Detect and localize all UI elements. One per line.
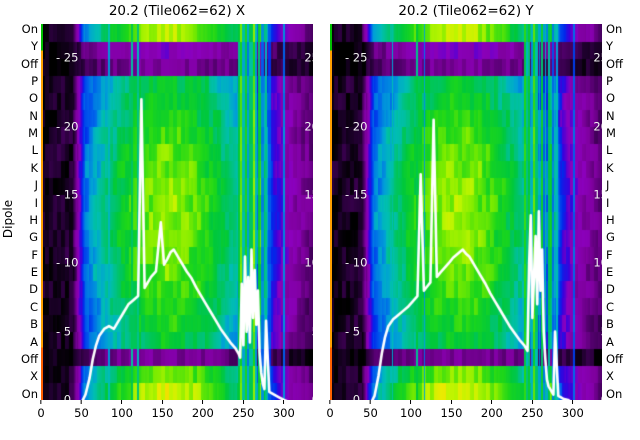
x-tick-150: 150 [151, 400, 173, 420]
x-tick-200: 200 [481, 400, 503, 420]
x-tick-100: 100 [111, 400, 133, 420]
x-tick-label: 50 [363, 406, 378, 420]
categorical-tick-j-9: J [606, 178, 610, 193]
categorical-tick-on-21: On [606, 386, 623, 401]
categorical-tick-on-0: On [606, 21, 623, 36]
categorical-tick-p-3: P [31, 73, 38, 88]
categorical-tick-m-6: M [606, 126, 616, 140]
x-tick-mark [329, 400, 331, 404]
categorical-tick-a-18: A [606, 334, 614, 349]
categorical-tick-off-2: Off [606, 56, 623, 71]
x-tick-label: 150 [440, 406, 463, 420]
heatmap-canvas-y [330, 24, 602, 400]
categorical-tick-h-11: H [29, 212, 38, 227]
panel-title-x: 20.2 (Tile062=62) X [108, 3, 246, 19]
categorical-tick-j-9: J [34, 178, 38, 193]
x-tick-label: 0 [326, 406, 334, 420]
categorical-tick-y-1: Y [606, 39, 614, 54]
categorical-tick-on-0: On [21, 21, 38, 36]
x-tick-300: 300 [562, 400, 584, 420]
x-tick-label: 150 [151, 406, 174, 420]
x-tick-mark [242, 400, 244, 404]
x-tick-label: 200 [480, 406, 503, 420]
categorical-tick-o-4: O [606, 91, 616, 106]
categorical-tick-h-11: H [606, 212, 615, 227]
categorical-axis-right: On Y Off P O N M L K J I H G F E D C B A Off X On [606, 21, 640, 401]
categorical-tick-c-16: C [606, 299, 615, 314]
categorical-tick-g-12: G [29, 230, 38, 245]
x-tick-0: 0 [37, 400, 45, 420]
x-tick-label: 250 [521, 406, 544, 420]
categorical-tick-d-15: D [606, 282, 615, 297]
x-tick-label: 100 [110, 406, 133, 420]
categorical-tick-c-16: C [29, 299, 38, 314]
x-tick-label: 50 [74, 406, 89, 420]
categorical-tick-f-13: F [31, 247, 38, 262]
panel-title-y: 20.2 (Tile062=62) Y [398, 3, 534, 19]
categorical-tick-on-21: On [21, 386, 38, 401]
categorical-tick-i-10: I [606, 195, 610, 210]
categorical-tick-b-17: B [606, 317, 614, 332]
panel-spine-y [330, 24, 332, 400]
categorical-tick-e-14: E [30, 265, 38, 279]
categorical-tick-x-20: X [606, 369, 614, 384]
x-tick-0: 0 [326, 400, 334, 420]
x-tick-100: 100 [400, 400, 422, 420]
categorical-tick-o-4: O [28, 91, 38, 106]
x-tick-mark [40, 400, 42, 404]
x-tick-mark [491, 400, 493, 404]
x-tick-250: 250 [521, 400, 543, 420]
categorical-tick-e-14: E [606, 265, 614, 279]
x-tick-mark [572, 400, 574, 404]
categorical-tick-d-15: D [29, 282, 38, 297]
categorical-tick-b-17: B [30, 317, 38, 332]
y-axis-label: Dipole [1, 199, 15, 239]
x-tick-mark [202, 400, 204, 404]
x-tick-label: 300 [272, 406, 295, 420]
x-tick-mark [161, 400, 163, 404]
x-tick-mark [283, 400, 285, 404]
categorical-tick-off-19: Off [606, 351, 623, 366]
x-tick-50: 50 [74, 400, 89, 420]
categorical-tick-n-5: N [606, 108, 615, 123]
x-tick-mark [121, 400, 123, 404]
categorical-tick-x-20: X [30, 369, 38, 384]
categorical-tick-p-3: P [606, 73, 613, 88]
x-tick-label: 0 [37, 406, 45, 420]
x-tick-mark [410, 400, 412, 404]
categorical-tick-off-19: Off [21, 351, 38, 366]
categorical-tick-off-2: Off [21, 56, 38, 71]
x-tick-mark [531, 400, 533, 404]
categorical-tick-k-8: K [606, 160, 614, 175]
x-axis-panel-x: 0 50 100 150 200 250 300 [37, 400, 313, 430]
categorical-tick-m-6: M [28, 126, 38, 140]
categorical-tick-i-10: I [34, 195, 38, 210]
x-tick-150: 150 [440, 400, 462, 420]
x-tick-50: 50 [363, 400, 378, 420]
categorical-tick-l-7: L [31, 143, 38, 158]
categorical-tick-f-13: F [606, 247, 613, 262]
heatmap-canvas-x [41, 24, 313, 400]
heatmap-panel-y[interactable]: - 00- 55- 1010- 1515- 2020- 2525 [330, 24, 602, 400]
x-tick-label: 200 [191, 406, 214, 420]
x-tick-mark [369, 400, 371, 404]
x-tick-mark [450, 400, 452, 404]
categorical-tick-l-7: L [606, 143, 613, 158]
x-tick-mark [80, 400, 82, 404]
x-tick-300: 300 [273, 400, 295, 420]
categorical-tick-a-18: A [30, 334, 38, 349]
categorical-tick-y-1: Y [30, 39, 38, 54]
x-tick-label: 250 [232, 406, 255, 420]
categorical-tick-k-8: K [30, 160, 38, 175]
x-tick-label: 300 [561, 406, 584, 420]
x-tick-250: 250 [232, 400, 254, 420]
heatmap-panel-x[interactable]: - 00- 55- 1010- 1515- 2020- 2525 [41, 24, 313, 400]
categorical-tick-g-12: G [606, 230, 615, 245]
categorical-tick-n-5: N [29, 108, 38, 123]
panel-spine-x [41, 24, 43, 400]
x-tick-200: 200 [192, 400, 214, 420]
x-axis-panel-y: 0 50 100 150 200 250 300 [326, 400, 602, 430]
x-tick-label: 100 [399, 406, 422, 420]
